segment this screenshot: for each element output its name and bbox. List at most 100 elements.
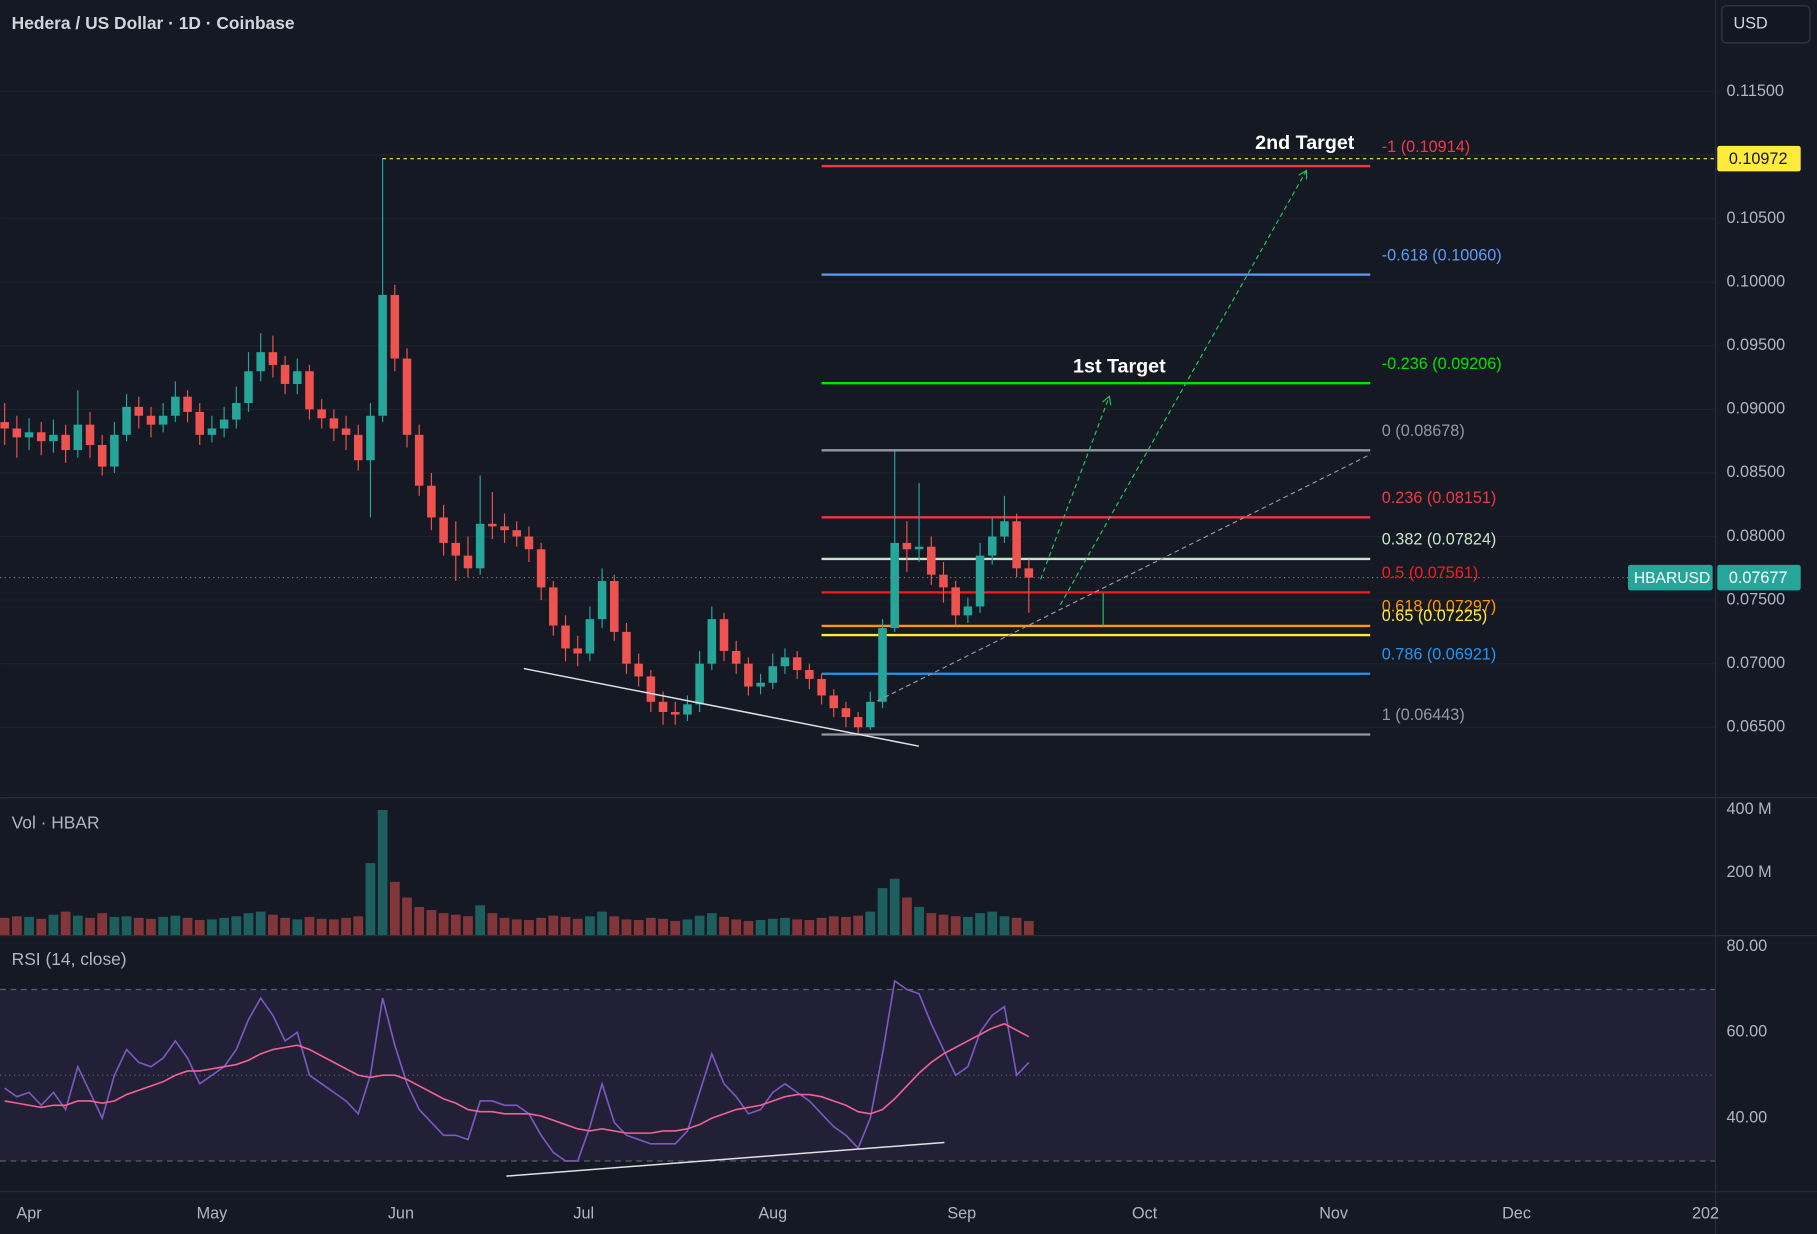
candle-body	[0, 422, 9, 429]
candle-body	[744, 663, 753, 687]
candle-body	[646, 676, 656, 702]
candle-body	[585, 619, 595, 654]
volume-bar	[731, 919, 742, 936]
fib-label: 0.236 (0.08151)	[1382, 489, 1497, 507]
price-tag-label: 0.07677	[1729, 569, 1788, 587]
candle-body	[171, 396, 180, 416]
candle-body	[610, 581, 619, 632]
x-tick-label: Apr	[16, 1205, 42, 1223]
y-tick-label: 0.08500	[1727, 463, 1786, 481]
candle-body	[939, 574, 948, 588]
candle-body	[353, 434, 363, 461]
volume-bar	[767, 918, 778, 936]
volume-bar	[353, 916, 364, 936]
candle-body	[1000, 521, 1009, 537]
candle-body	[866, 701, 875, 728]
candle-body	[817, 678, 826, 696]
y-tick-label: 0.07500	[1727, 590, 1786, 608]
x-tick-label: May	[197, 1205, 229, 1223]
x-tick-label: 202	[1692, 1205, 1719, 1223]
x-tick-label: Oct	[1132, 1205, 1158, 1223]
candle-body	[341, 428, 351, 435]
trend-line	[523, 667, 920, 747]
volume-bar	[902, 897, 912, 936]
volume-bar	[999, 916, 1010, 936]
volume-bar	[48, 914, 59, 936]
volume-bar	[414, 906, 425, 936]
candle-body	[805, 670, 814, 679]
y-tick-label: 0.11500	[1727, 82, 1784, 100]
x-tick-label: Sep	[947, 1205, 976, 1223]
rsi-trend-line	[506, 1141, 945, 1177]
volume-bar	[243, 913, 254, 936]
volume-bar	[487, 913, 498, 936]
volume-bar	[621, 919, 632, 936]
candle-body	[439, 517, 448, 543]
candle-body	[1012, 521, 1021, 569]
candle-body	[85, 424, 95, 445]
candle-body	[683, 704, 692, 715]
volume-bar	[755, 920, 766, 936]
volume-bar	[792, 919, 803, 936]
candle-body	[987, 536, 997, 556]
fib-label: 0.65 (0.07225)	[1382, 607, 1488, 625]
y-tick-label: 0.08000	[1727, 527, 1786, 545]
candle-body	[232, 403, 241, 420]
candle-body	[414, 434, 424, 486]
volume-bar	[645, 917, 656, 936]
candle-body	[829, 695, 839, 709]
volume-bar	[146, 918, 156, 936]
x-tick-label: Nov	[1319, 1205, 1349, 1223]
volume-bar	[475, 905, 486, 936]
volume-bar	[463, 916, 473, 936]
volume-bar	[24, 916, 34, 936]
volume-bar	[548, 915, 559, 936]
candle-body	[268, 352, 278, 365]
volume-bar	[877, 888, 888, 936]
projection-line	[876, 453, 1372, 702]
candle-body	[305, 371, 314, 410]
y-tick-label: 40.00	[1727, 1108, 1768, 1126]
candle-body	[890, 542, 899, 629]
candle-body	[280, 364, 290, 384]
volume-bar	[841, 916, 851, 936]
volume-bar	[341, 917, 351, 936]
candle-body	[951, 587, 960, 616]
candle-body	[256, 352, 265, 372]
volume-bar	[60, 911, 71, 936]
rsi-line	[4, 1022, 1030, 1134]
volume-bar	[438, 913, 449, 936]
candle-body	[914, 546, 924, 550]
symbol-tag	[1628, 564, 1713, 591]
volume-bar	[585, 916, 595, 936]
candle-body	[768, 666, 778, 683]
volume-bar	[389, 881, 400, 936]
volume-bar	[365, 863, 376, 936]
candle-body	[512, 530, 522, 537]
candle-body	[207, 428, 217, 435]
volume-bar	[255, 911, 266, 936]
volume-bar	[914, 906, 924, 936]
volume-bar	[85, 917, 95, 936]
volume-bar	[633, 920, 644, 936]
candle-body	[329, 418, 339, 429]
volume-bar	[109, 916, 120, 936]
currency-button[interactable]	[1721, 5, 1811, 44]
volume-bar	[231, 916, 242, 936]
candle-body	[731, 650, 741, 664]
volume-bar	[1011, 917, 1022, 936]
volume-bar	[280, 917, 290, 936]
candle-body	[634, 663, 643, 677]
currency-label[interactable]: USD	[1733, 15, 1767, 33]
volume-bar	[207, 919, 217, 936]
y-tick-label: 0.10500	[1727, 209, 1786, 227]
volume-bar	[304, 916, 315, 936]
volume-bar	[926, 913, 937, 936]
candle-body	[524, 536, 534, 550]
volume-bar	[975, 913, 985, 936]
rsi-title: RSI (14, close)	[12, 949, 127, 969]
volume-bar	[121, 916, 132, 936]
fib-label: -0.236 (0.09206)	[1382, 355, 1502, 373]
y-tick-label: 0.06500	[1727, 718, 1786, 736]
